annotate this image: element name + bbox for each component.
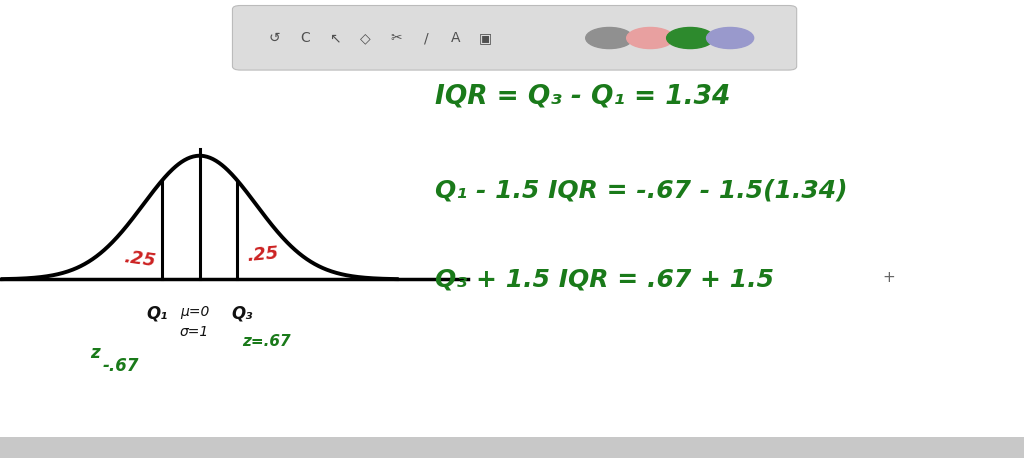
Text: σ=1: σ=1 [180, 325, 209, 339]
Text: ▣: ▣ [479, 31, 492, 45]
Text: A: A [451, 31, 461, 45]
Text: Q₃ + 1.5 IQR = .67 + 1.5: Q₃ + 1.5 IQR = .67 + 1.5 [435, 267, 774, 291]
Circle shape [586, 27, 633, 49]
Text: /: / [424, 31, 428, 45]
Text: .25: .25 [123, 248, 157, 270]
FancyBboxPatch shape [0, 437, 1024, 458]
Text: Q₃: Q₃ [231, 305, 253, 322]
Text: ↖: ↖ [329, 31, 341, 45]
Text: ↺: ↺ [268, 31, 281, 45]
Circle shape [627, 27, 674, 49]
Text: .25: .25 [247, 244, 280, 265]
Text: ◇: ◇ [360, 31, 371, 45]
Text: Q₁ - 1.5 IQR = -.67 - 1.5(1.34): Q₁ - 1.5 IQR = -.67 - 1.5(1.34) [435, 178, 848, 202]
Text: μ=0: μ=0 [180, 305, 209, 319]
Text: IQR = Q₃ - Q₁ = 1.34: IQR = Q₃ - Q₁ = 1.34 [435, 83, 730, 109]
Circle shape [667, 27, 714, 49]
Text: +: + [883, 270, 895, 284]
Text: z=.67: z=.67 [242, 334, 291, 349]
FancyBboxPatch shape [232, 5, 797, 70]
Text: Q₁: Q₁ [146, 305, 168, 322]
Text: C: C [300, 31, 310, 45]
Text: z: z [90, 344, 100, 361]
Text: -.67: -.67 [102, 357, 139, 375]
Circle shape [707, 27, 754, 49]
Text: ✂: ✂ [390, 31, 402, 45]
